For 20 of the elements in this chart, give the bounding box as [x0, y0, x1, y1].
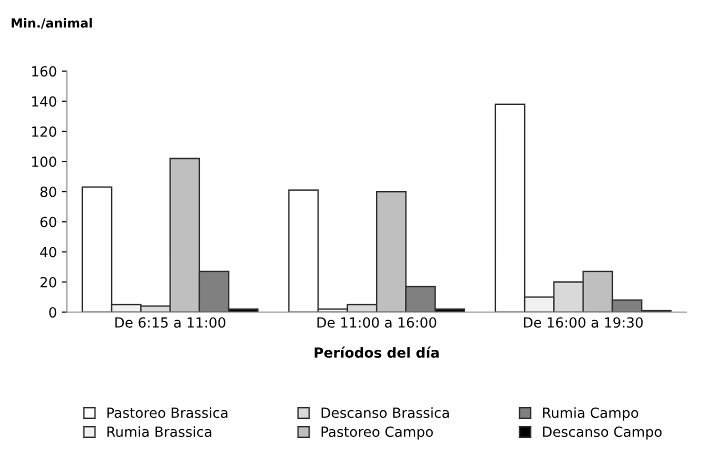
- y-axis-title: Min./animal: [12, 18, 92, 29]
- y-tick-label: 120: [32, 126, 56, 137]
- y-tick-label: 140: [32, 96, 56, 107]
- y-tick-label: 80: [40, 186, 56, 198]
- x-tick-label: De 11:00 a 16:00: [317, 317, 436, 328]
- x-tick-label: De 16:00 a 19:30: [524, 317, 643, 328]
- y-tick-label: 100: [32, 156, 56, 167]
- y-tick-label: 0: [49, 307, 56, 318]
- x-axis-title: Períodos del día: [314, 346, 439, 358]
- legend-label: Rumia Campo: [543, 407, 638, 421]
- legend-label: Descanso Campo: [543, 426, 662, 440]
- legend-label: Pastoreo Brassica: [107, 407, 228, 418]
- legend-label: Rumia Brassica: [107, 426, 212, 437]
- y-tick-label: 60: [40, 216, 56, 228]
- legend-label: Pastoreo Campo: [322, 426, 433, 440]
- legend-label: Descanso Brassica: [322, 407, 449, 418]
- y-tick-label: 160: [32, 66, 56, 77]
- y-tick-label: 20: [40, 276, 56, 288]
- x-tick-label: De 6:15 a 11:00: [115, 317, 226, 328]
- y-tick-label: 40: [40, 246, 56, 258]
